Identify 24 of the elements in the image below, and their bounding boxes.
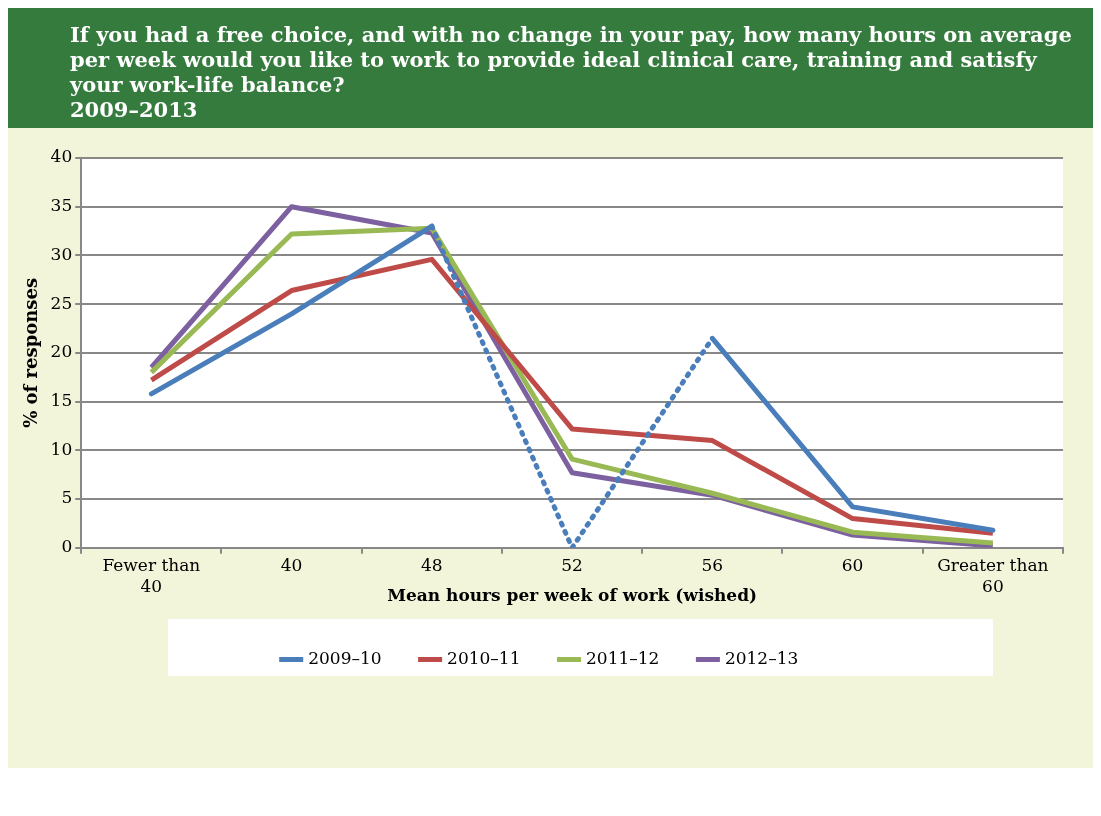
x-tick-label: 60	[841, 555, 864, 576]
legend-label: 2011–12	[586, 647, 660, 668]
x-tick-label: Greater than 60	[937, 555, 1049, 596]
y-tick-label: 15	[50, 390, 73, 411]
x-tick-label: 48	[421, 555, 443, 576]
x-tick-label: Fewer than 40	[102, 555, 201, 596]
y-tick-label: 30	[50, 243, 73, 264]
y-tick-label: 40	[50, 146, 73, 167]
y-tick-label: 0	[61, 536, 73, 557]
y-tick-label: 5	[61, 487, 73, 508]
y-tick-label: 10	[50, 438, 73, 459]
y-axis-title: % of responses	[20, 277, 42, 428]
y-tick-label: 35	[50, 195, 73, 216]
x-tick-label: 40	[280, 555, 303, 576]
x-tick-label: 56	[701, 555, 724, 576]
legend-label: 2010–11	[447, 647, 521, 668]
chart-subtitle: 2009–2013	[70, 97, 199, 122]
legend-label: 2009–10	[308, 647, 382, 668]
y-tick-label: 25	[50, 292, 73, 313]
x-tick-label: 52	[561, 555, 583, 576]
legend-label: 2012–13	[724, 647, 799, 668]
chart-title: If you had a free choice, and with no change in your pay, how many hours on average per week would you like to work to provide ideal clinical care, training and satisfy your work-life balance?	[70, 22, 1073, 97]
y-tick-label: 20	[50, 341, 73, 362]
x-axis-title: Mean hours per week of work (wished)	[387, 585, 758, 606]
